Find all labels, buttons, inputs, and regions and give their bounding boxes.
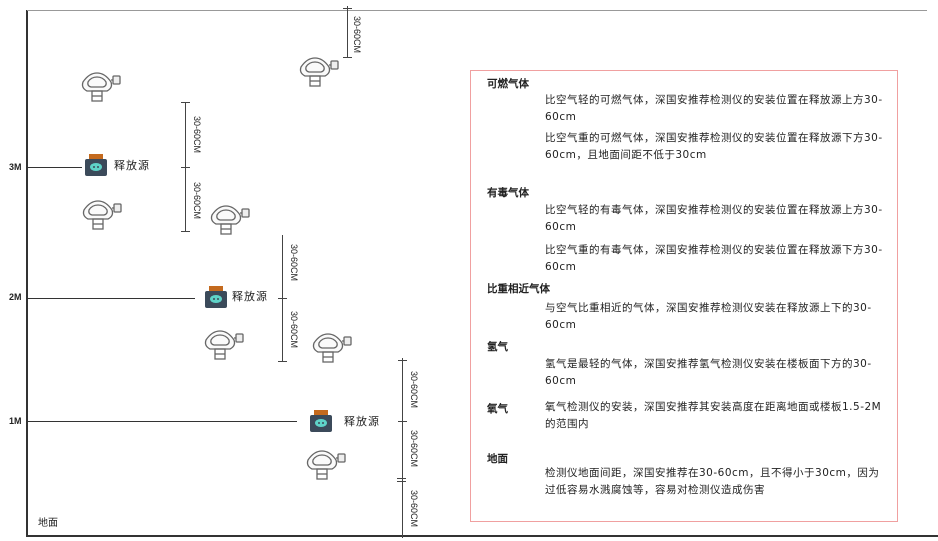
release-source-label: 释放源 [232, 290, 268, 303]
section-text: 检测仪地面间距，深国安推荐在30-60cm，且不得小于30cm，因为过低容易水溅… [545, 467, 880, 496]
dimension-tick [397, 481, 406, 482]
section-text: 比空气重的有毒气体，深国安推荐检测仪的安装位置在释放源下方30-60cm [545, 244, 883, 273]
release-source-icon [205, 286, 227, 308]
gas-detector-icon [306, 450, 346, 480]
dimension-tick [343, 8, 352, 9]
dimension-label: 30-60CM [289, 311, 299, 349]
dimension-label: 30-60CM [409, 490, 419, 528]
level-2m: 2M [9, 292, 22, 302]
ceiling-line [27, 10, 927, 11]
ground-label: 地面 [38, 518, 58, 529]
dimension-label: 30-60CM [352, 16, 362, 54]
section-title: 比重相近气体 [487, 283, 550, 295]
level-2m-line [27, 298, 195, 299]
release-source-icon [310, 410, 332, 432]
wall-line [26, 10, 28, 537]
gas-detector-icon [299, 57, 339, 87]
dimension-label: 30-60CM [289, 244, 299, 282]
release-source-label: 释放源 [114, 159, 150, 172]
dimension-tick [343, 57, 352, 58]
level-1m-line [27, 421, 297, 422]
dimension-tick [398, 360, 407, 361]
section-title: 氢气 [487, 341, 508, 353]
gas-detector-icon [204, 330, 244, 360]
section-text: 比空气轻的可燃气体，深国安推荐检测仪的安装位置在释放源上方30-60cm [545, 94, 883, 123]
section-text: 比空气轻的有毒气体，深国安推荐检测仪的安装位置在释放源上方30-60cm [545, 204, 883, 233]
dimension-tick [278, 298, 287, 299]
gas-detector-icon [312, 333, 352, 363]
ground-line [27, 535, 938, 537]
section-text: 比空气重的可燃气体，深国安推荐检测仪的安装位置在释放源下方30-60cm，且地面… [545, 132, 883, 161]
section-title: 有毒气体 [487, 187, 529, 199]
section-text: 与空气比重相近的气体，深国安推荐检测仪安装在释放源上下的30-60cm [545, 302, 872, 331]
gas-detector-icon [210, 205, 250, 235]
installation-guide-panel: 可燃气体 比空气轻的可燃气体，深国安推荐检测仪的安装位置在释放源上方30-60c… [470, 70, 898, 522]
dimension-tick [278, 361, 287, 362]
dimension-tick [181, 231, 190, 232]
section-title: 氧气 [487, 403, 508, 415]
gas-detector-icon [82, 200, 122, 230]
section-text: 氢气是最轻的气体，深国安推荐氢气检测仪安装在楼板面下方的30-60cm [545, 358, 872, 387]
dimension-label: 30-60CM [409, 371, 419, 409]
dimension-tick [397, 478, 406, 479]
dimension-label: 30-60CM [409, 430, 419, 468]
dimension-tick [398, 421, 407, 422]
release-source-label: 释放源 [344, 415, 380, 428]
release-source-icon [85, 154, 107, 176]
section-title: 可燃气体 [487, 78, 529, 90]
dimension-bar [402, 358, 403, 538]
dimension-tick [181, 102, 190, 103]
section-text: 氧气检测仪的安装，深国安推荐其安装高度在距离地面或楼板1.5-2M的范围内 [545, 401, 882, 430]
level-3m: 3M [9, 162, 22, 172]
dimension-tick [181, 167, 190, 168]
dimension-label: 30-60CM [192, 182, 202, 220]
dimension-bar [347, 6, 348, 58]
section-title: 地面 [487, 453, 508, 465]
level-3m-line [27, 167, 82, 168]
gas-detector-icon [81, 72, 121, 102]
dimension-label: 30-60CM [192, 116, 202, 154]
level-1m: 1M [9, 416, 22, 426]
